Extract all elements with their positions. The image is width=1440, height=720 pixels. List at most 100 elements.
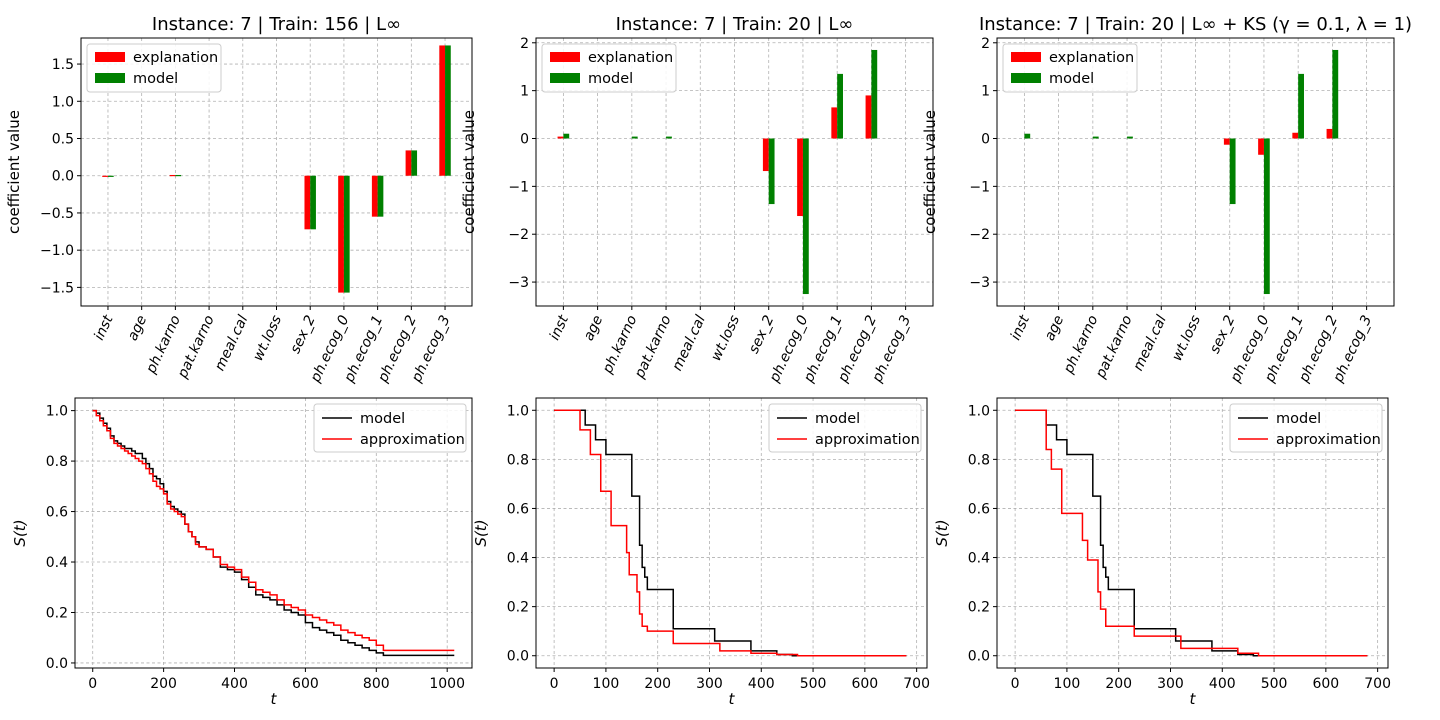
bar-model-ph.ecog_0 [343, 175, 350, 293]
legend-swatch-explanation [95, 52, 125, 62]
x-tick-label: 0 [88, 676, 97, 692]
legend-swatch-model [95, 73, 125, 83]
x-tick-label: 800 [363, 676, 390, 692]
x-tick-label: 200 [150, 676, 177, 692]
plot-frame [996, 37, 1395, 307]
x-axis-label: t [271, 690, 278, 708]
plot-frame [80, 37, 473, 307]
y-tick-label: 0.4 [507, 551, 529, 567]
x-tick-label-age: age [125, 313, 151, 343]
legend-label-model: model [815, 411, 860, 427]
y-tick-label: 1 [981, 84, 990, 100]
bar-explanation-ph.ecog_0 [1258, 138, 1264, 155]
x-tick-label: 700 [1364, 676, 1391, 692]
legend-label-approximation: approximation [360, 432, 465, 448]
bar-explanation-ph.ecog_2 [865, 95, 872, 139]
legend-label-model: model [133, 71, 178, 87]
plot-frame [996, 397, 1389, 669]
bar-explanation-ph.ecog_3 [439, 45, 446, 176]
x-tick-label-age: age [581, 313, 607, 343]
x-tick-label: 700 [903, 676, 930, 692]
legend: model approximation [768, 403, 922, 453]
y-tick-label: 0.6 [46, 505, 68, 521]
bar-explanation-ph.ecog_2 [405, 150, 412, 176]
legend-swatch-explanation [1011, 52, 1041, 62]
y-tick-label: 1 [520, 84, 529, 100]
x-axis-label: t [729, 690, 736, 708]
x-tick-label-meal.cal: meal.cal [669, 313, 709, 374]
y-tick-label: 0.8 [968, 452, 990, 468]
x-tick-label-inst: inst [1008, 312, 1034, 342]
x-tick-label: 400 [748, 676, 775, 692]
legend-label-model: model [1276, 411, 1321, 427]
y-tick-label: 0.0 [507, 649, 529, 665]
chart-title: Instance: 7 | Train: 20 | L∞ + KS (γ = 0… [979, 14, 1412, 35]
y-tick-label: 1.0 [507, 403, 529, 419]
x-tick-label-inst: inst [547, 312, 573, 342]
legend: model approximation [313, 403, 467, 453]
y-tick-label: 0.2 [46, 605, 68, 621]
x-tick-label: 0 [550, 676, 559, 692]
bar-model-pat.karno [1127, 136, 1133, 139]
legend: explanation model [86, 43, 222, 93]
y-tick-label: 2 [520, 36, 529, 52]
bar-explanation-ph.karno [169, 174, 176, 177]
bar-model-sex_2 [768, 138, 775, 205]
bar-model-ph.karno [175, 174, 182, 177]
bar-model-ph.ecog_2 [411, 150, 418, 176]
legend-swatch-model [550, 73, 580, 83]
bar-explanation-sex_2 [304, 175, 311, 230]
bar-model-ph.ecog_0 [1263, 138, 1270, 295]
series-line-model [1015, 409, 1368, 657]
legend-swatch-model [1011, 73, 1041, 83]
x-tick-label-wt.loss: wt.loss [250, 313, 285, 364]
x-tick-label: 0 [1011, 676, 1020, 692]
x-tick-label-meal.cal: meal.cal [1130, 313, 1170, 374]
y-tick-label: 0.8 [507, 452, 529, 468]
chart-panel-4: 0 200 400 600 800 1000 0.0 0.2 0.4 0.6 0.8 1.0 t S(t)… [11, 397, 473, 708]
y-tick-label: −2 [508, 227, 529, 243]
y-tick-label: 0.6 [507, 501, 529, 517]
bar-explanation-sex_2 [1223, 138, 1230, 145]
x-tick-label-age: age [1042, 313, 1068, 343]
y-tick-label: −1.5 [40, 280, 74, 296]
bar-model-ph.karno [1092, 136, 1099, 139]
x-axis-label: t [1190, 690, 1197, 708]
bar-model-ph.ecog_2 [1332, 49, 1339, 139]
legend-box [313, 403, 467, 453]
x-tick-label: 1000 [429, 676, 465, 692]
legend: explanation model [541, 43, 677, 93]
x-tick-label-wt.loss: wt.loss [708, 313, 743, 364]
chart-title: Instance: 7 | Train: 156 | L∞ [152, 14, 401, 35]
bar-explanation-ph.ecog_0 [338, 175, 344, 293]
bar-model-inst [1024, 133, 1031, 139]
y-axis-label: S(t) [933, 519, 951, 546]
bar-explanation-ph.ecog_1 [371, 175, 378, 217]
bar-explanation-inst [102, 175, 108, 177]
legend-label-explanation: explanation [133, 50, 218, 66]
x-tick-label: 300 [1157, 676, 1184, 692]
x-tick-label: 300 [696, 676, 723, 692]
y-tick-label: 0.0 [968, 649, 990, 665]
bar-model-sex_2 [310, 175, 316, 230]
x-tick-label-sex_2: sex_2 [746, 313, 777, 356]
x-tick-label-meal.cal: meal.cal [212, 313, 252, 374]
series-line-model [554, 409, 907, 657]
y-axis-label: S(t) [472, 519, 490, 546]
y-tick-label: 0.6 [968, 501, 990, 517]
legend-label-approximation: approximation [1276, 432, 1381, 448]
y-tick-label: −1 [969, 179, 990, 195]
chart-title: Instance: 7 | Train: 20 | L∞ [616, 14, 854, 35]
x-tick-label-sex_2: sex_2 [1207, 313, 1238, 356]
x-tick-label: 200 [1105, 676, 1132, 692]
chart-panel-5: 0 100 200 300 400 500 600 700 0.0 0.2 0.4 0.6 0.8 1.0… [472, 397, 930, 708]
bar-model-ph.karno [631, 136, 638, 139]
y-tick-label: 0.8 [46, 454, 68, 470]
y-axis-label: S(t) [11, 519, 29, 546]
y-tick-label: 0.5 [52, 132, 74, 148]
chart-panel-6: 0 100 200 300 400 500 600 700 0.0 0.2 0.4 0.6 0.8 1.0… [933, 397, 1391, 708]
bar-model-ph.ecog_0 [802, 138, 809, 295]
